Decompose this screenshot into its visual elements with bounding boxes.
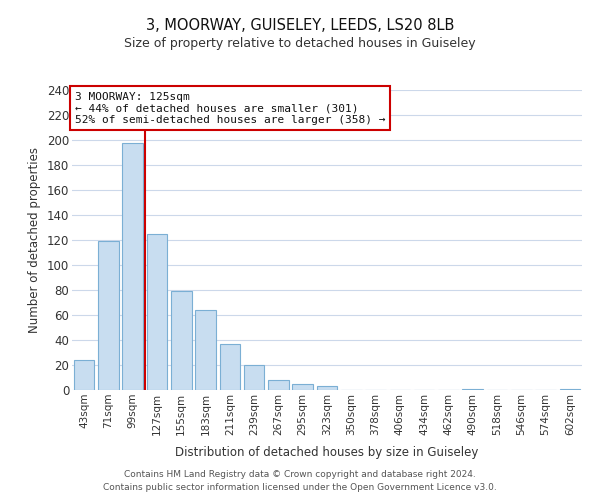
Y-axis label: Number of detached properties: Number of detached properties [28, 147, 41, 333]
Bar [195, 310, 216, 390]
X-axis label: Distribution of detached houses by size in Guiseley: Distribution of detached houses by size … [175, 446, 479, 459]
Bar [74, 360, 94, 390]
Bar [292, 384, 313, 390]
Bar [220, 344, 240, 390]
Text: Size of property relative to detached houses in Guiseley: Size of property relative to detached ho… [124, 38, 476, 51]
Bar [268, 380, 289, 390]
Bar [98, 242, 119, 390]
Bar [244, 365, 265, 390]
Bar [146, 234, 167, 390]
Text: Contains HM Land Registry data © Crown copyright and database right 2024.
Contai: Contains HM Land Registry data © Crown c… [103, 470, 497, 492]
Text: 3, MOORWAY, GUISELEY, LEEDS, LS20 8LB: 3, MOORWAY, GUISELEY, LEEDS, LS20 8LB [146, 18, 454, 32]
Bar [122, 142, 143, 390]
Bar [463, 389, 483, 390]
Bar [560, 389, 580, 390]
Bar [171, 291, 191, 390]
Bar [317, 386, 337, 390]
Text: 3 MOORWAY: 125sqm
← 44% of detached houses are smaller (301)
52% of semi-detache: 3 MOORWAY: 125sqm ← 44% of detached hous… [74, 92, 385, 124]
